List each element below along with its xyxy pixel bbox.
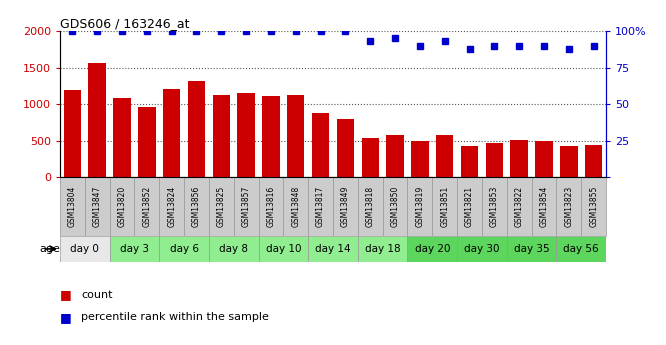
Bar (135, 177, 159, 236)
Bar (457, 236, 507, 262)
Bar (308, 236, 358, 262)
Text: GSM13851: GSM13851 (440, 186, 449, 227)
Text: GSM13818: GSM13818 (366, 186, 375, 227)
Bar (507, 236, 556, 262)
Bar (262, 96, 280, 177)
Bar (258, 236, 308, 262)
Bar (432, 177, 457, 236)
Text: GSM13823: GSM13823 (564, 186, 573, 227)
Text: day 10: day 10 (266, 244, 301, 254)
Text: count: count (81, 290, 113, 300)
Text: day 20: day 20 (414, 244, 450, 254)
Bar (482, 177, 507, 236)
Text: GSM13822: GSM13822 (515, 186, 523, 227)
Text: GSM13857: GSM13857 (242, 186, 250, 227)
Text: GSM13850: GSM13850 (390, 186, 400, 227)
Bar (486, 143, 503, 177)
Text: GSM13825: GSM13825 (217, 186, 226, 227)
Bar (184, 177, 209, 236)
Bar (560, 146, 577, 177)
Bar (188, 81, 205, 177)
Text: day 0: day 0 (71, 244, 99, 254)
Text: GSM13824: GSM13824 (167, 186, 176, 227)
Text: GSM13816: GSM13816 (266, 186, 276, 227)
Bar (212, 95, 230, 177)
Bar (110, 177, 135, 236)
Bar (581, 177, 606, 236)
Text: GDS606 / 163246_at: GDS606 / 163246_at (60, 17, 189, 30)
Text: GSM13819: GSM13819 (416, 186, 424, 227)
Text: GSM13847: GSM13847 (93, 186, 102, 227)
Bar (585, 145, 602, 177)
Text: GSM13855: GSM13855 (589, 186, 598, 227)
Bar (85, 177, 110, 236)
Text: day 6: day 6 (170, 244, 198, 254)
Text: GSM13817: GSM13817 (316, 186, 325, 227)
Bar (312, 113, 329, 177)
Bar (408, 177, 432, 236)
Bar (209, 177, 234, 236)
Bar (436, 135, 454, 177)
Bar (110, 236, 159, 262)
Bar (556, 177, 581, 236)
Bar (138, 107, 156, 177)
Text: day 56: day 56 (563, 244, 599, 254)
Bar (358, 236, 408, 262)
Bar (507, 177, 531, 236)
Text: day 35: day 35 (513, 244, 549, 254)
Text: age: age (39, 244, 60, 254)
Text: GSM13804: GSM13804 (68, 186, 77, 227)
Bar (209, 236, 258, 262)
Bar (60, 236, 110, 262)
Text: ■: ■ (60, 311, 72, 324)
Bar (511, 140, 528, 177)
Text: GSM13852: GSM13852 (143, 186, 151, 227)
Bar (411, 141, 429, 177)
Bar (386, 135, 404, 177)
Bar (461, 146, 478, 177)
Bar (556, 236, 606, 262)
Text: ■: ■ (60, 288, 72, 302)
Bar (308, 177, 333, 236)
Text: GSM13853: GSM13853 (490, 186, 499, 227)
Text: day 14: day 14 (315, 244, 351, 254)
Bar (408, 236, 457, 262)
Text: GSM13856: GSM13856 (192, 186, 201, 227)
Bar (358, 177, 383, 236)
Text: day 30: day 30 (464, 244, 500, 254)
Bar (287, 95, 304, 177)
Text: day 3: day 3 (120, 244, 149, 254)
Bar (362, 138, 379, 177)
Bar (89, 63, 106, 177)
Bar (258, 177, 283, 236)
Bar (457, 177, 482, 236)
Bar (159, 177, 184, 236)
Bar (234, 177, 258, 236)
Text: GSM13849: GSM13849 (341, 186, 350, 227)
Bar (535, 141, 553, 177)
Text: GSM13854: GSM13854 (539, 186, 549, 227)
Bar (64, 89, 81, 177)
Bar (113, 98, 131, 177)
Bar (159, 236, 209, 262)
Text: GSM13820: GSM13820 (117, 186, 127, 227)
Text: GSM13821: GSM13821 (465, 186, 474, 227)
Bar (337, 119, 354, 177)
Bar (531, 177, 556, 236)
Bar (333, 177, 358, 236)
Text: percentile rank within the sample: percentile rank within the sample (81, 313, 269, 322)
Text: GSM13848: GSM13848 (291, 186, 300, 227)
Text: day 18: day 18 (365, 244, 400, 254)
Bar (163, 89, 180, 177)
Bar (238, 93, 255, 177)
Bar (283, 177, 308, 236)
Text: day 8: day 8 (219, 244, 248, 254)
Bar (60, 177, 85, 236)
Bar (383, 177, 408, 236)
